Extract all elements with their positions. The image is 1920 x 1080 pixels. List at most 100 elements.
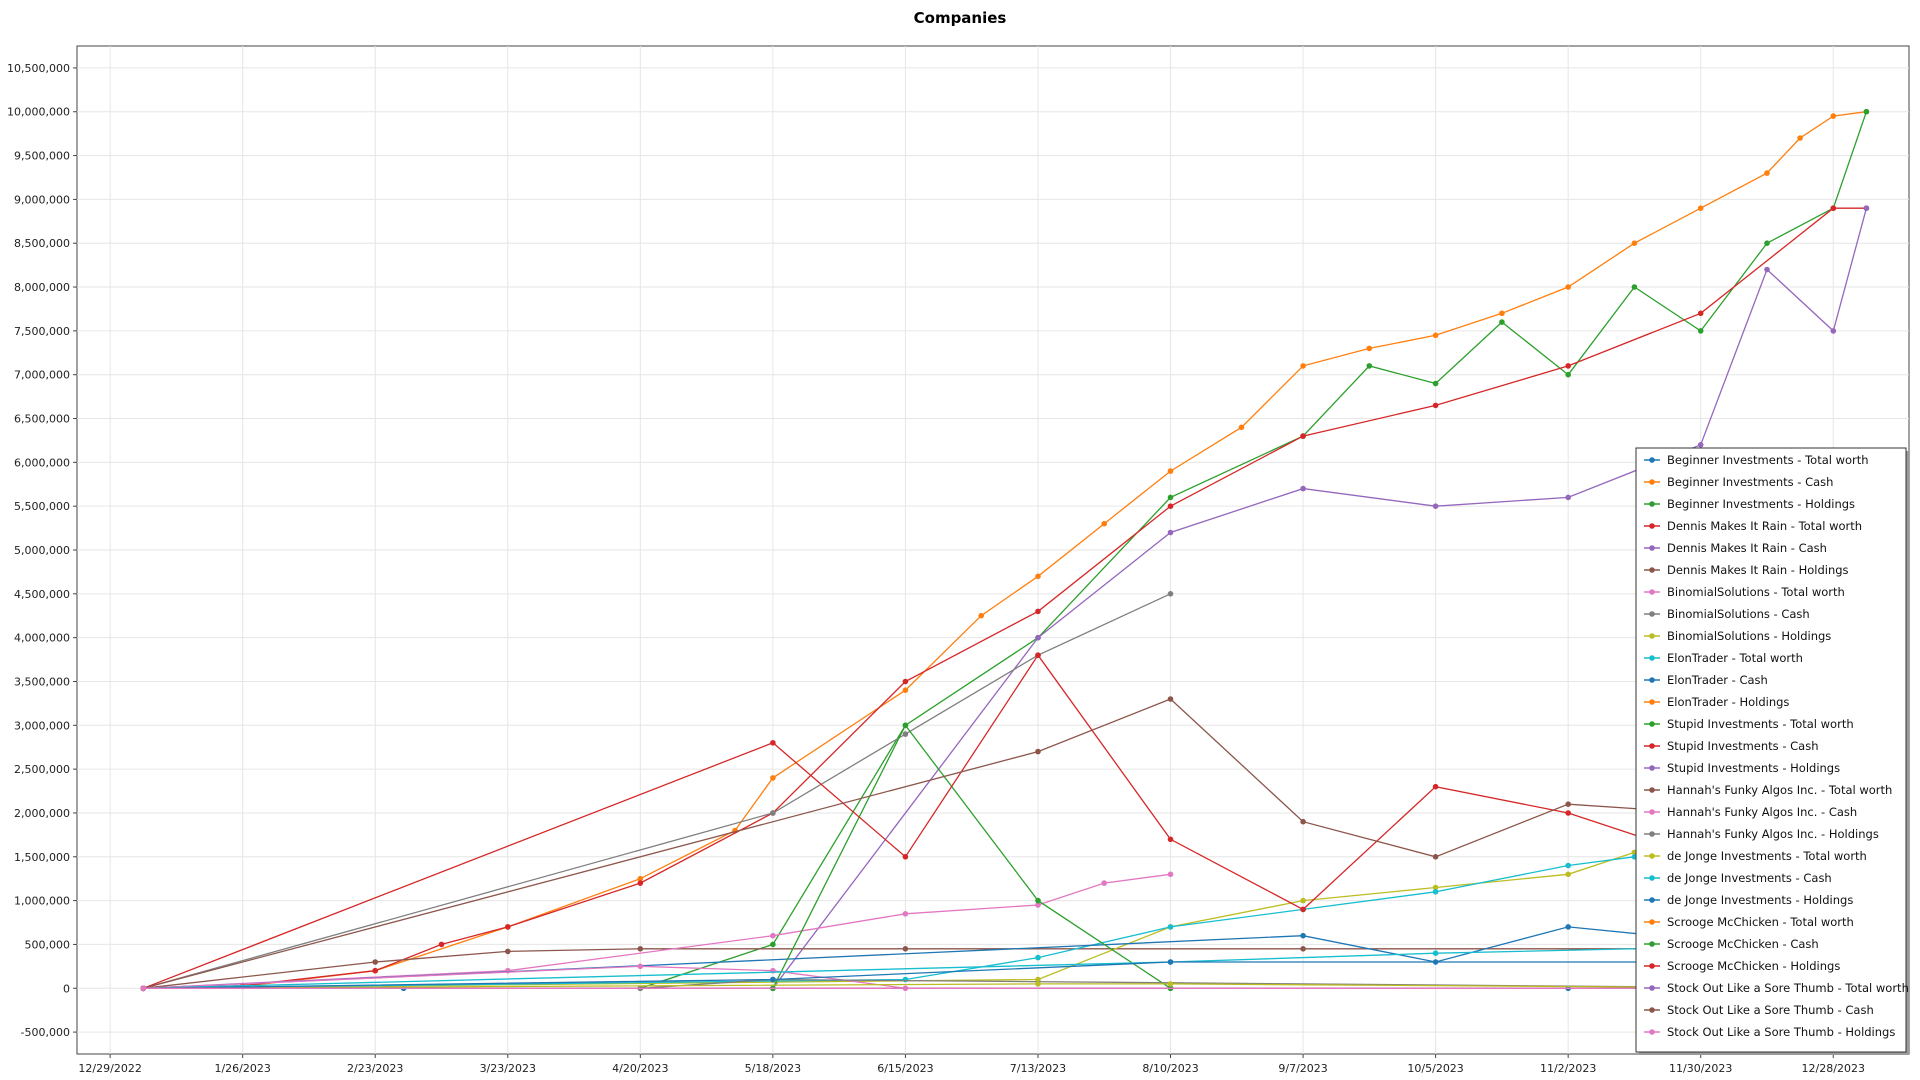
y-tick-label: 1,500,000	[14, 851, 70, 864]
legend-swatch-marker	[1649, 831, 1655, 837]
legend-label: Beginner Investments - Cash	[1667, 475, 1833, 489]
data-point	[637, 875, 644, 882]
legend-label: BinomialSolutions - Cash	[1667, 607, 1810, 621]
y-tick-label: 10,500,000	[7, 62, 70, 75]
legend-swatch-marker	[1649, 743, 1655, 749]
data-point	[1167, 696, 1174, 702]
legend-label: Scrooge McChicken - Cash	[1667, 937, 1819, 951]
data-point	[1565, 371, 1571, 378]
data-point	[1432, 950, 1439, 956]
data-point	[1631, 284, 1638, 290]
data-point	[902, 976, 909, 983]
data-point	[902, 854, 909, 860]
y-tick-label: 5,500,000	[14, 500, 70, 513]
legend-label: de Jonge Investments - Total worth	[1667, 849, 1867, 863]
y-tick-label: 4,500,000	[14, 588, 70, 601]
data-point	[902, 946, 909, 952]
x-tick-label: 7/13/2023	[1010, 1062, 1066, 1075]
data-point	[1167, 836, 1174, 843]
data-point	[1764, 170, 1770, 176]
legend-label: Stock Out Like a Sore Thumb - Cash	[1667, 1003, 1874, 1017]
legend-swatch-marker	[1649, 1007, 1655, 1013]
legend-swatch-marker	[1649, 809, 1655, 815]
data-point	[902, 722, 909, 729]
data-point	[770, 740, 776, 746]
series	[140, 946, 1837, 992]
data-point	[140, 985, 147, 992]
y-tick-label: 8,000,000	[14, 281, 70, 294]
y-tick-label: 2,000,000	[14, 807, 70, 820]
data-point	[372, 959, 379, 965]
data-point	[1565, 363, 1571, 369]
data-point	[770, 976, 776, 983]
series-line	[143, 961, 1834, 989]
y-tick-label: 9,000,000	[14, 193, 70, 206]
legend-box	[1635, 447, 1907, 1053]
legend-label: Scrooge McChicken - Total worth	[1667, 915, 1854, 929]
legend-label: Stock Out Like a Sore Thumb - Holdings	[1667, 1025, 1895, 1039]
data-point	[902, 678, 909, 685]
legend-label: Hannah's Funky Algos Inc. - Total worth	[1667, 783, 1892, 797]
data-point	[1432, 889, 1439, 895]
data-point	[1830, 328, 1837, 334]
data-point	[1300, 818, 1306, 825]
x-tick-label: 11/30/2023	[1669, 1062, 1732, 1075]
legend-swatch-marker	[1649, 479, 1655, 485]
legend-swatch-marker	[1649, 963, 1655, 969]
data-point	[1565, 801, 1571, 807]
data-point	[1300, 932, 1306, 939]
y-tick-label: 2,500,000	[14, 763, 70, 776]
series	[140, 696, 1704, 992]
y-tick-label: 6,000,000	[14, 456, 70, 469]
y-tick-label: 3,500,000	[14, 675, 70, 688]
data-point	[1167, 871, 1174, 878]
x-tick-label: 1/26/2023	[214, 1062, 270, 1075]
data-point	[1035, 897, 1041, 904]
y-tick-label: 1,000,000	[14, 895, 70, 908]
series-line	[143, 838, 1701, 989]
legend-swatch-marker	[1649, 589, 1655, 595]
y-tick-label: 8,500,000	[14, 237, 70, 250]
legend-label: Dennis Makes It Rain - Cash	[1667, 541, 1827, 555]
x-tick-label: 2/23/2023	[347, 1062, 403, 1075]
data-point	[770, 932, 776, 939]
data-point	[1167, 503, 1174, 510]
data-point	[1167, 924, 1174, 930]
data-point	[1366, 345, 1373, 352]
data-point	[1764, 240, 1770, 246]
data-point	[902, 911, 909, 917]
data-point	[1432, 884, 1439, 891]
legend-swatch-marker	[1649, 611, 1655, 617]
data-point	[1035, 748, 1041, 755]
legend-swatch-marker	[1649, 985, 1655, 991]
legend-swatch-marker	[1649, 941, 1655, 947]
legend-swatch-marker	[1649, 765, 1655, 771]
legend-label: Stupid Investments - Total worth	[1667, 717, 1854, 731]
data-point	[902, 731, 909, 737]
legend-label: de Jonge Investments - Cash	[1667, 871, 1832, 885]
data-point	[1565, 494, 1571, 501]
legend-label: ElonTrader - Cash	[1667, 673, 1768, 687]
data-point	[1764, 266, 1770, 273]
legend-swatch-marker	[1649, 721, 1655, 727]
series-line	[143, 943, 1834, 989]
data-point	[1697, 442, 1704, 448]
data-point	[372, 967, 379, 974]
y-tick-label: 7,000,000	[14, 369, 70, 382]
legend-label: Stock Out Like a Sore Thumb - Total wort…	[1667, 981, 1909, 995]
data-point	[1300, 485, 1306, 492]
data-point	[1035, 652, 1041, 658]
data-point	[1432, 380, 1439, 387]
data-point	[1035, 608, 1041, 615]
series-layer	[140, 108, 1870, 992]
data-point	[1167, 494, 1174, 501]
legend-swatch-marker	[1649, 897, 1655, 903]
legend-swatch-marker	[1649, 567, 1655, 573]
data-point	[1697, 310, 1704, 317]
data-point	[1300, 906, 1306, 913]
data-point	[902, 687, 909, 693]
legend-label: Beginner Investments - Total worth	[1667, 453, 1869, 467]
legend-label: Hannah's Funky Algos Inc. - Cash	[1667, 805, 1857, 819]
data-point	[1300, 363, 1306, 369]
